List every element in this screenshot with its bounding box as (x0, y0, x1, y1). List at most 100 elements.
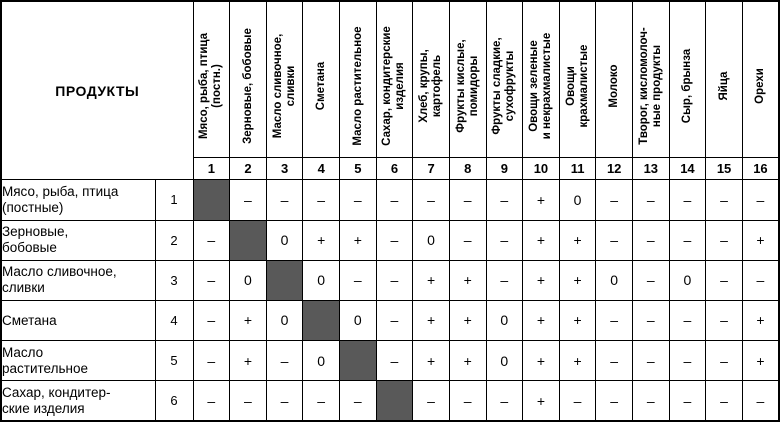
column-number-9: 9 (485, 157, 524, 181)
compatibility-cell-r1-c3: – (265, 179, 304, 221)
compatibility-cell-r5-c12: – (595, 340, 633, 382)
compatibility-cell-r6-c2: – (229, 380, 267, 422)
compatibility-cell-r3-c13: – (632, 259, 670, 301)
compatibility-cell-r2-c10: + (522, 219, 560, 261)
compatibility-cell-r4-c9: 0 (485, 299, 524, 342)
compatibility-cell-r4-c8: + (448, 299, 487, 342)
compatibility-cell-r2-c16: + (741, 219, 780, 261)
compatibility-cell-r5-c16: + (741, 340, 780, 382)
compatibility-cell-r5-c9: 0 (485, 340, 524, 382)
compatibility-cell-r5-c8: + (448, 340, 487, 382)
table-row-1: Мясо, рыба, птица (постные) 1– – – – – – – – +0– –… (0, 179, 780, 221)
compatibility-cell-r4-c6: – (375, 299, 414, 342)
compatibility-cell-r5-c3: – (265, 340, 304, 382)
compatibility-cell-r2-c8: – (448, 219, 487, 261)
table-row-4: Сметана 4– +0 0– + +0 + + – – – – + (0, 299, 780, 342)
row-number: 3 (154, 259, 194, 301)
compatibility-cell-r5-c10: + (522, 340, 560, 382)
column-number-16: 16 (741, 157, 780, 181)
compatibility-cell-r4-c15: – (705, 299, 743, 342)
column-header-label: Масло сливочное, сливки (271, 33, 297, 138)
column-header-label: Мясо, рыба, птица (постн.) (198, 32, 224, 139)
column-header-12: Молоко (595, 0, 633, 159)
column-number-14: 14 (668, 157, 707, 181)
column-header-label: Сахар, кондитерские изделия (381, 25, 407, 146)
compatibility-cell-r4-c4 (302, 299, 340, 342)
row-number: 5 (154, 340, 194, 382)
compatibility-cell-r6-c9: – (485, 380, 524, 422)
compatibility-cell-r6-c15: – (705, 380, 743, 422)
column-header-16: Орехи (741, 0, 780, 159)
column-header-8: Фрукты кислые, помидоры (448, 0, 487, 159)
table-row-3: Масло сливочное, сливки 3–0 0– – + + – + +0–0– – (0, 259, 780, 301)
compatibility-cell-r6-c13: – (632, 380, 670, 422)
column-number-11: 11 (558, 157, 597, 181)
compatibility-cell-r1-c14: – (668, 179, 707, 221)
column-number-4: 4 (302, 157, 340, 181)
compatibility-cell-r6-c5: – (339, 380, 377, 422)
column-header-3: Масло сливочное, сливки (265, 0, 304, 159)
compatibility-cell-r3-c14: 0 (668, 259, 707, 301)
compatibility-cell-r6-c16: – (741, 380, 780, 422)
compatibility-cell-r6-c7: – (412, 380, 450, 422)
compatibility-cell-r5-c1: – (192, 340, 231, 382)
compatibility-cell-r2-c7: 0 (412, 219, 450, 261)
compatibility-cell-r5-c15: – (705, 340, 743, 382)
table-row-5: Масло растительное 5– + –0– + +0 + + – – – – + (0, 340, 780, 382)
compatibility-cell-r1-c5: – (339, 179, 377, 221)
compatibility-cell-r1-c15: – (705, 179, 743, 221)
compatibility-cell-r3-c16: – (741, 259, 780, 301)
column-number-3: 3 (265, 157, 304, 181)
column-header-11: Овощи крахмалистые (558, 0, 597, 159)
compatibility-cell-r2-c11: + (558, 219, 597, 261)
compatibility-cell-r3-c15: – (705, 259, 743, 301)
column-header-10: Овощи зеленые и некрахмалистые (522, 0, 560, 159)
row-label: Сахар, кондитер- ские изделия (0, 380, 156, 422)
compatibility-cell-r6-c3: – (265, 380, 304, 422)
column-header-13: Творог, кисломолоч- ные продукты (632, 0, 670, 159)
row-label: Мясо, рыба, птица (постные) (0, 179, 156, 221)
compatibility-cell-r4-c2: + (229, 299, 267, 342)
compatibility-cell-r2-c1: – (192, 219, 231, 261)
compatibility-cell-r4-c12: – (595, 299, 633, 342)
column-header-label: Фрукты кислые, помидоры (454, 38, 480, 133)
products-header: ПРОДУКТЫ (0, 0, 194, 181)
compatibility-cell-r4-c7: + (412, 299, 450, 342)
column-header-14: Сыр, брынза (668, 0, 707, 159)
compatibility-cell-r4-c13: – (632, 299, 670, 342)
compatibility-cell-r4-c10: + (522, 299, 560, 342)
compatibility-cell-r4-c3: 0 (265, 299, 304, 342)
compatibility-cell-r3-c6: – (375, 259, 414, 301)
column-number-12: 12 (595, 157, 633, 181)
compatibility-cell-r5-c13: – (632, 340, 670, 382)
compatibility-cell-r6-c6 (375, 380, 414, 422)
compatibility-cell-r6-c11: – (558, 380, 597, 422)
compatibility-cell-r2-c12: – (595, 219, 633, 261)
column-number-7: 7 (412, 157, 450, 181)
compatibility-cell-r2-c9: – (485, 219, 524, 261)
compatibility-cell-r6-c4: – (302, 380, 340, 422)
column-header-9: Фрукты сладкие, сухофрукты (485, 0, 524, 159)
compatibility-cell-r1-c6: – (375, 179, 414, 221)
compatibility-cell-r2-c4: + (302, 219, 340, 261)
row-label: Сметана (0, 299, 156, 342)
column-header-label: Яйца (717, 71, 730, 101)
column-header-label: Орехи (754, 67, 766, 104)
compatibility-cell-r3-c4: 0 (302, 259, 340, 301)
compatibility-cell-r2-c5: + (339, 219, 377, 261)
column-header-label: Масло растительное (351, 26, 364, 146)
compatibility-cell-r1-c4: – (302, 179, 340, 221)
compatibility-cell-r6-c10: + (522, 380, 560, 422)
row-number: 6 (154, 380, 194, 422)
compatibility-cell-r3-c2: 0 (229, 259, 267, 301)
compatibility-cell-r1-c11: 0 (558, 179, 597, 221)
compatibility-cell-r3-c3 (265, 259, 304, 301)
row-label: Масло растительное (0, 340, 156, 382)
compatibility-cell-r4-c1: – (192, 299, 231, 342)
compatibility-cell-r5-c14: – (668, 340, 707, 382)
compatibility-cell-r3-c1: – (192, 259, 231, 301)
compatibility-cell-r6-c8: – (448, 380, 487, 422)
column-number-1: 1 (192, 157, 231, 181)
compatibility-cell-r4-c5: 0 (339, 299, 377, 342)
